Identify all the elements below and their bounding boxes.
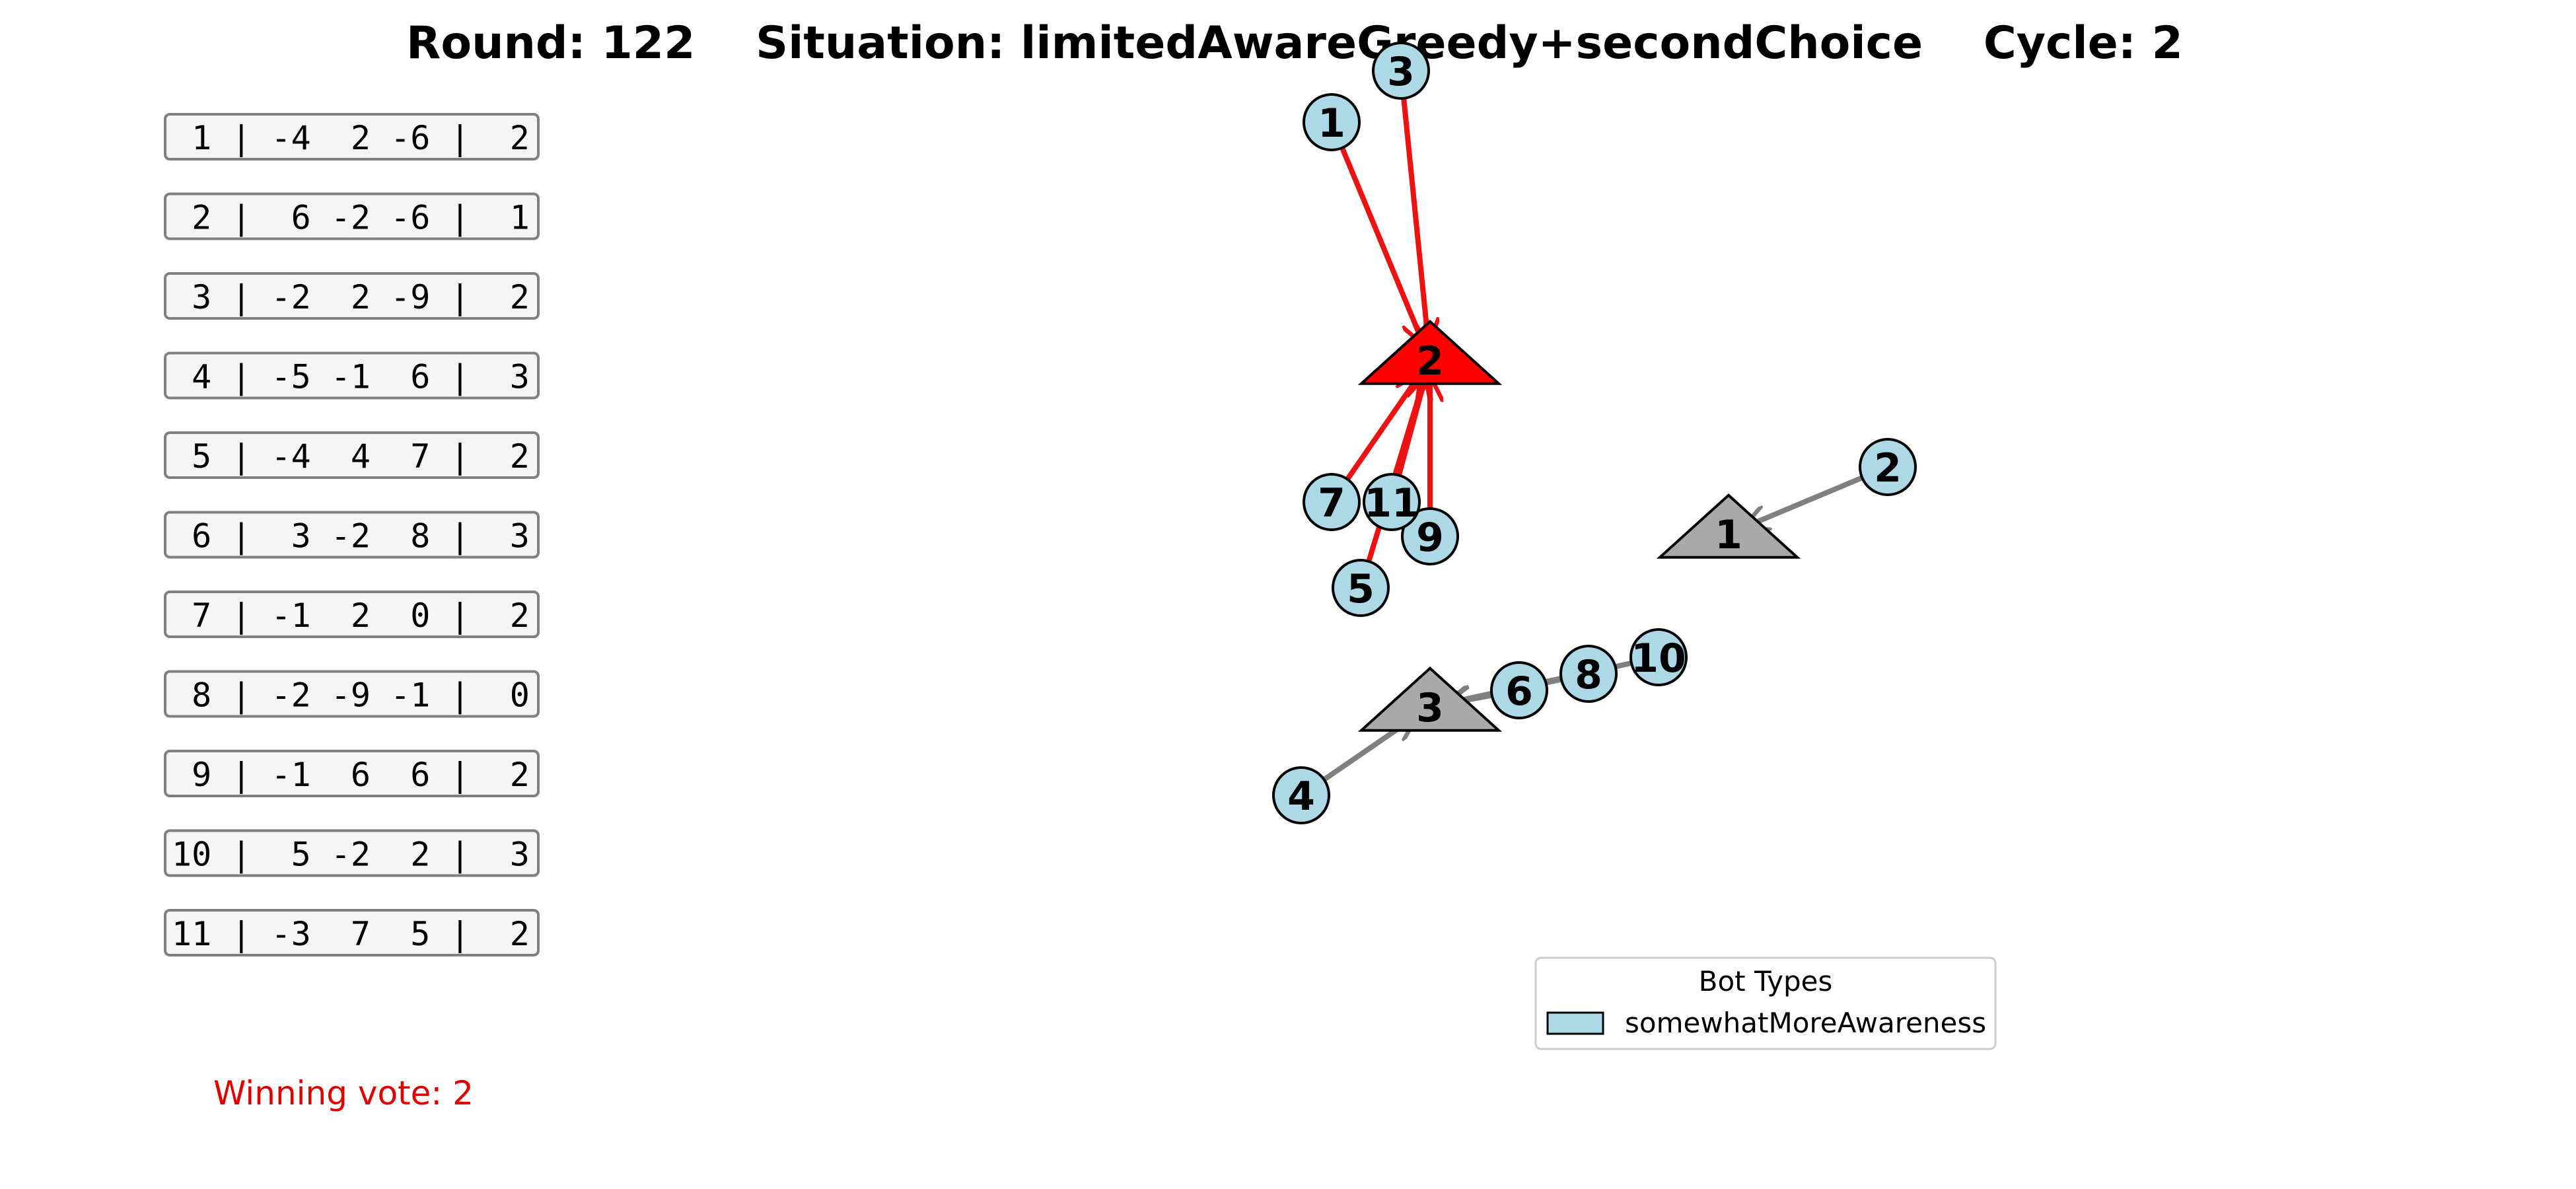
legend-swatch-somewhat-more-awareness	[1546, 1011, 1604, 1035]
voter-node-7	[1303, 473, 1361, 531]
round-label: Round: 122	[406, 17, 695, 69]
candidate-label-3: 3	[1416, 685, 1444, 731]
voter-label-5: 5	[1347, 566, 1375, 612]
table-row-text: 1 | -4 2 -6 | 2	[172, 119, 530, 157]
table-row-text: 7 | -1 2 0 | 2	[172, 596, 530, 635]
table-row-text: 4 | -5 -1 6 | 3	[172, 358, 530, 396]
voter-label-2: 2	[1874, 445, 1902, 491]
vote-edge-voter-3-to-candidate-2	[1401, 98, 1428, 342]
voter-label-7: 7	[1318, 480, 1345, 526]
table-row-box	[164, 431, 540, 479]
voter-node-2	[1859, 438, 1917, 496]
candidate-label-1: 1	[1715, 512, 1742, 558]
voter-label-9: 9	[1416, 515, 1444, 561]
table-row-box	[164, 192, 540, 240]
voter-node-4	[1272, 766, 1330, 824]
candidate-node-1	[1656, 493, 1801, 559]
voter-label-6: 6	[1505, 668, 1533, 715]
voter-node-1	[1303, 93, 1361, 151]
voter-label-4: 4	[1287, 774, 1315, 820]
vote-edge-voter-1-to-candidate-2	[1340, 147, 1423, 343]
voter-node-10	[1629, 628, 1688, 686]
vote-edge-voter-11-to-candidate-2	[1396, 378, 1425, 476]
table-row-text: 5 | -4 4 7 | 2	[172, 437, 530, 476]
legend: Bot Types somewhatMoreAwareness	[1534, 956, 1997, 1050]
table-row-box	[164, 750, 540, 797]
table-row-box	[164, 511, 540, 559]
table-row-text: 10 | 5 -2 2 | 3	[172, 836, 530, 874]
table-row-text: 11 | -3 7 5 | 2	[172, 915, 530, 953]
table-row-box	[164, 272, 540, 320]
voter-node-5	[1332, 559, 1390, 617]
voter-node-8	[1559, 645, 1618, 703]
voter-preference-table: 1 | -4 2 -6 | 2 2 | 6 -2 -6 | 1 3 | -2 2…	[164, 113, 540, 956]
table-row-box	[164, 113, 540, 161]
legend-frame	[1534, 956, 1997, 1050]
voter-label-10: 10	[1631, 635, 1686, 682]
table-row-text: 9 | -1 6 6 | 2	[172, 756, 530, 794]
table-row-text: 3 | -2 2 -9 | 2	[172, 278, 530, 316]
voter-node-6	[1490, 661, 1548, 719]
voter-label-8: 8	[1575, 652, 1602, 698]
voter-label-1: 1	[1318, 100, 1345, 147]
voter-node-3	[1372, 42, 1430, 100]
voter-label-11: 11	[1364, 480, 1419, 526]
table-row-text: 8 | -2 -9 -1 | 0	[172, 676, 530, 715]
table-row-box	[164, 829, 540, 877]
figure-title: Round: 122 Situation: limitedAwareGreedy…	[406, 17, 2183, 69]
cycle-label: Cycle: 2	[1984, 17, 2183, 69]
legend-title: Bot Types	[1699, 965, 1833, 997]
winning-vote-label: Winning vote: 2	[213, 1074, 474, 1112]
voter-node-9	[1401, 507, 1459, 565]
table-row-box	[164, 909, 540, 956]
candidate-node-3	[1357, 667, 1503, 732]
situation-label: Situation: limitedAwareGreedy+secondChoi…	[756, 17, 1923, 69]
table-row-text: 6 | 3 -2 8 | 3	[172, 517, 530, 556]
candidate-node-2	[1357, 320, 1503, 385]
vote-edge-voter-2-to-candidate-1	[1745, 475, 1863, 526]
voter-node-11	[1363, 473, 1421, 531]
table-row-text: 2 | 6 -2 -6 | 1	[172, 199, 530, 237]
table-row-box	[164, 351, 540, 400]
voter-label-3: 3	[1387, 49, 1415, 95]
candidate-label-2: 2	[1416, 338, 1444, 384]
table-row-box	[164, 591, 540, 638]
table-row-box	[164, 670, 540, 718]
legend-label-somewhat-more-awareness: somewhatMoreAwareness	[1625, 1007, 1986, 1039]
